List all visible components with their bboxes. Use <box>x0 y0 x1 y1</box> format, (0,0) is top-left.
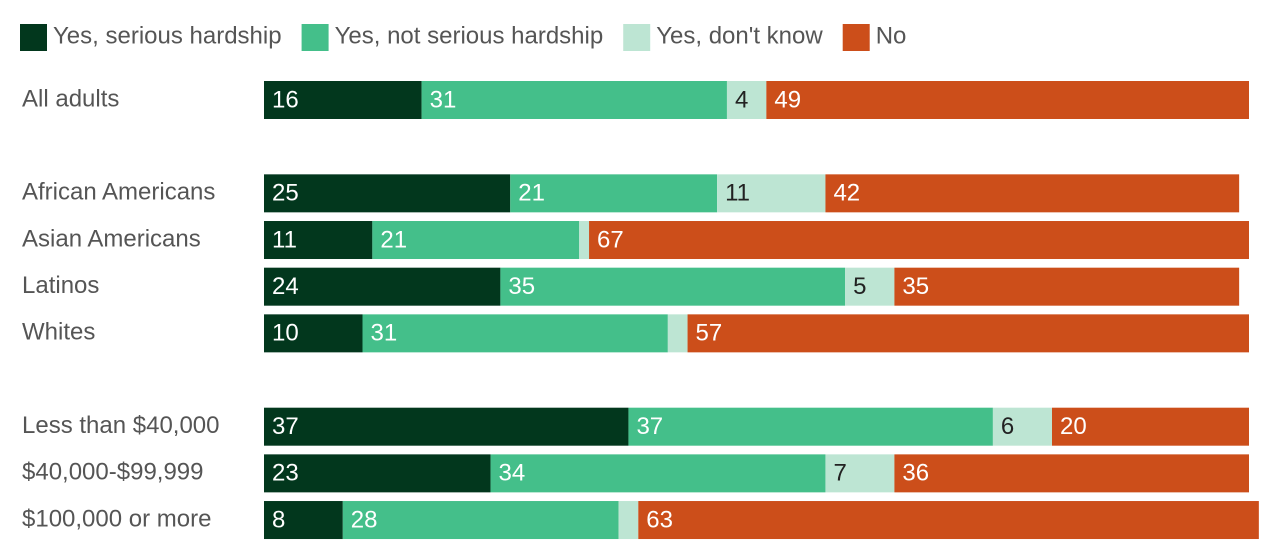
value-label: 63 <box>646 506 673 533</box>
bar-segment <box>894 454 1249 493</box>
bar-segment <box>894 267 1240 306</box>
bar-segment <box>825 174 1240 213</box>
value-label: 35 <box>902 273 929 300</box>
value-label: 7 <box>833 460 846 487</box>
category-label: Asian Americans <box>22 225 201 252</box>
bar-segment <box>717 174 826 213</box>
bar-segment <box>362 314 668 353</box>
bar-segment <box>628 407 993 446</box>
legend-swatch <box>623 24 651 51</box>
category-label: African Americans <box>22 179 215 206</box>
value-label: 34 <box>499 460 526 487</box>
bar-segment <box>421 81 727 119</box>
value-label: 37 <box>636 413 663 440</box>
value-label: 11 <box>725 180 750 207</box>
value-label: 8 <box>272 506 285 533</box>
category-label: Latinos <box>22 272 99 299</box>
bar-segment <box>500 267 846 306</box>
value-label: 67 <box>597 226 624 253</box>
value-label: 28 <box>351 506 378 533</box>
bar-segment <box>687 314 1249 353</box>
value-label: 4 <box>735 86 748 113</box>
value-label: 23 <box>272 460 299 487</box>
legend-label: Yes, serious hardship <box>53 22 282 49</box>
category-label: $40,000-$99,999 <box>22 459 204 486</box>
value-label: 21 <box>518 180 545 207</box>
legend-label: Yes, not serious hardship <box>335 22 604 49</box>
category-label: Whites <box>22 319 95 346</box>
value-label: 49 <box>774 86 801 113</box>
category-label: Less than $40,000 <box>22 412 220 439</box>
bar-segment <box>264 174 511 213</box>
value-label: 31 <box>371 320 398 347</box>
bar-segment <box>667 314 688 353</box>
value-label: 21 <box>380 226 407 253</box>
bar-segment <box>264 81 422 119</box>
bar-segment <box>726 81 767 119</box>
legend-label: No <box>876 22 907 49</box>
legend-label: Yes, don't know <box>656 22 823 49</box>
category-label: All adults <box>22 85 119 112</box>
value-label: 6 <box>1001 413 1014 440</box>
value-label: 20 <box>1060 413 1087 440</box>
bar-segment <box>766 81 1249 119</box>
bar-segment <box>618 501 639 540</box>
value-label: 16 <box>272 86 299 113</box>
bar-segment <box>490 454 826 493</box>
bar-segment <box>264 501 343 540</box>
value-label: 35 <box>508 273 535 300</box>
bar-segment <box>825 454 895 493</box>
category-label: $100,000 or more <box>22 505 211 532</box>
value-label: 37 <box>272 413 299 440</box>
bar-segment <box>264 407 629 446</box>
bar-segment <box>264 267 501 306</box>
bar-segment <box>372 221 580 260</box>
bar-segment <box>264 314 363 353</box>
bar-segment <box>1052 407 1249 446</box>
legend-swatch <box>20 24 47 51</box>
bar-segment <box>589 221 1249 260</box>
bar-segment <box>510 174 718 213</box>
bar-segment <box>579 221 590 260</box>
bar-segment <box>264 454 491 493</box>
bar-segment <box>264 221 373 260</box>
bar-segment <box>342 501 619 540</box>
bar-segment <box>845 267 895 306</box>
legend-swatch <box>842 24 870 51</box>
value-label: 42 <box>833 180 860 207</box>
bar-segment <box>638 501 1259 540</box>
value-label: 5 <box>853 273 866 300</box>
value-label: 24 <box>272 273 299 300</box>
value-label: 57 <box>696 320 723 347</box>
value-label: 31 <box>430 86 457 113</box>
bar-segment <box>992 407 1052 446</box>
value-label: 36 <box>902 460 929 487</box>
value-label: 11 <box>272 226 297 253</box>
value-label: 25 <box>272 180 299 207</box>
legend-swatch <box>301 24 329 51</box>
value-label: 10 <box>272 320 299 347</box>
